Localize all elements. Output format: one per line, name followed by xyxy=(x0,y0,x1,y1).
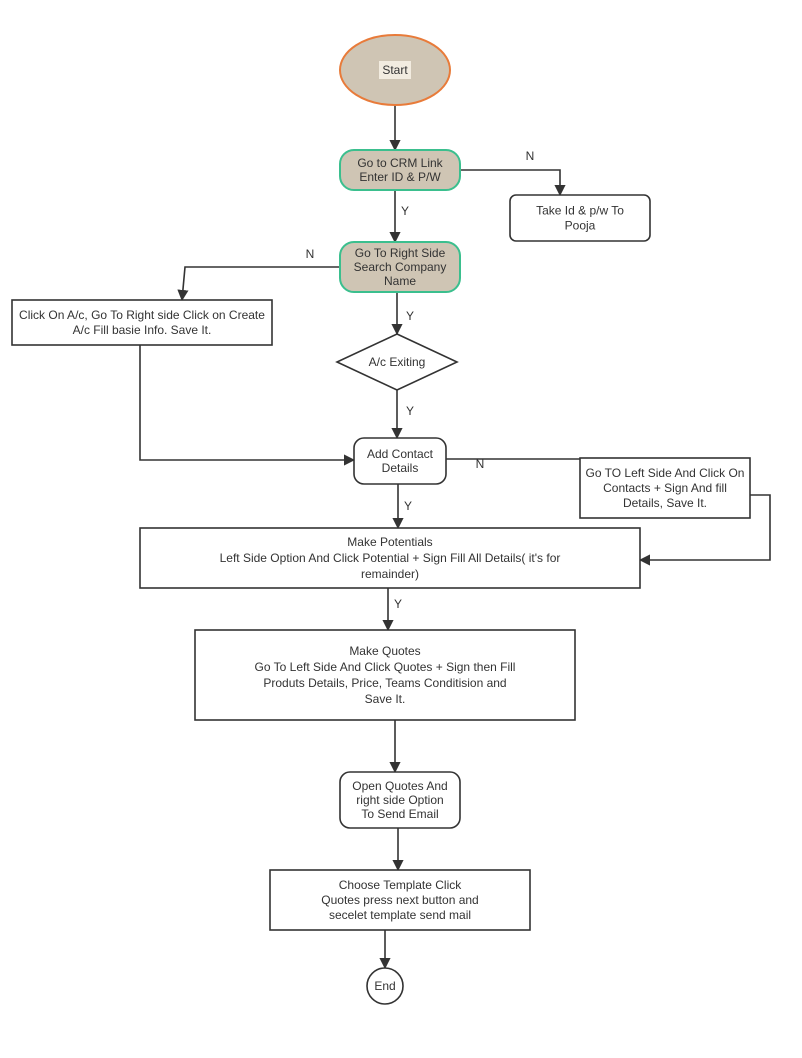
edge-label-e2n: N xyxy=(526,149,535,163)
edge-label-e3n: N xyxy=(306,247,315,261)
createac-text: A/c Fill basie Info. Save It. xyxy=(73,323,212,337)
openquotes-text: right side Option xyxy=(356,793,443,807)
potentials-text: Make Potentials xyxy=(347,535,432,549)
quotes-text: Produts Details, Price, Teams Conditisio… xyxy=(263,676,506,690)
edge-label-e9: Y xyxy=(394,597,402,611)
crm-text: Enter ID & P/W xyxy=(359,170,441,184)
node-start-label: Start xyxy=(382,63,408,77)
quotes-text: Make Quotes xyxy=(349,644,420,658)
edge-label-e8: Y xyxy=(404,499,412,513)
openquotes-text: To Send Email xyxy=(361,807,438,821)
flowchart-canvas: Y N N Y Y N Y Y Start Go to CRM LinkEnter ID & P/… xyxy=(0,0,802,1058)
createac-text: Click On A/c, Go To Right side Click on … xyxy=(19,308,265,322)
template-text: secelet template send mail xyxy=(329,908,471,922)
search-text: Go To Right Side xyxy=(355,246,446,260)
addcontact-text: Add Contact xyxy=(367,447,434,461)
goleft-text: Go TO Left Side And Click On xyxy=(586,466,745,480)
template-text: Quotes press next button and xyxy=(321,893,478,907)
openquotes-text: Open Quotes And xyxy=(352,779,447,793)
search-text: Search Company xyxy=(354,260,447,274)
takeid-text: Take Id & p/w To xyxy=(536,204,624,218)
edge-e7 xyxy=(140,345,354,460)
template-text: Choose Template Click xyxy=(339,878,463,892)
search-text: Name xyxy=(384,274,416,288)
edge-label-e5: Y xyxy=(406,404,414,418)
goleft-text: Details, Save It. xyxy=(623,496,707,510)
goleft-text: Contacts + Sign And fill xyxy=(603,481,727,495)
edge-label-e4: Y xyxy=(406,309,414,323)
node-end-label: End xyxy=(374,979,395,993)
edge-e3n xyxy=(182,267,340,300)
potentials-text: Left Side Option And Click Potential + S… xyxy=(220,551,561,565)
edge-label-e6: N xyxy=(476,457,485,471)
potentials-text: remainder) xyxy=(361,567,419,581)
takeid-text: Pooja xyxy=(565,219,596,233)
node-end: End xyxy=(367,968,403,1004)
crm-text: Go to CRM Link xyxy=(357,156,443,170)
edge-e2n xyxy=(460,170,560,195)
edge-label-e2: Y xyxy=(401,204,409,218)
quotes-text: Go To Left Side And Click Quotes + Sign … xyxy=(255,660,516,674)
acexiting-text: A/c Exiting xyxy=(369,355,426,369)
addcontact-text: Details xyxy=(382,461,419,475)
quotes-text: Save It. xyxy=(365,692,406,706)
node-start: Start xyxy=(340,35,450,105)
